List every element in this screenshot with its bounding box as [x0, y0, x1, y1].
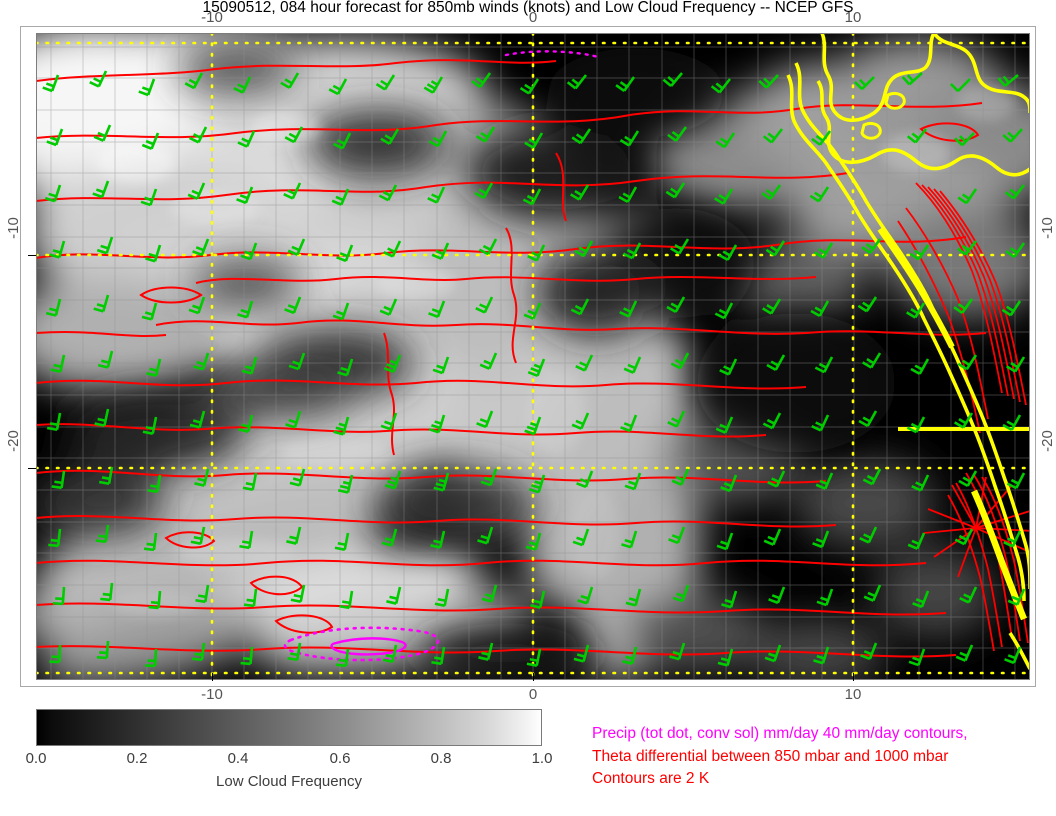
page-title: 15090512, 084 hour forecast for 850mb wi…	[202, 0, 854, 16]
dotted-gridlines	[36, 33, 1030, 680]
precip-total-dotted-contour	[283, 626, 440, 662]
clear-sky-slots	[36, 46, 896, 680]
y-tick-left-minus20: -20	[5, 430, 22, 452]
precip-convective-solid-contour	[330, 637, 407, 656]
legend-theta-line-1: Theta differential between 850 mbar and …	[592, 747, 949, 765]
theta-differential-contours	[36, 59, 987, 658]
x-tick-top-10: 10	[844, 9, 862, 26]
y-tick-right-minus10: -10	[1039, 217, 1056, 239]
colorbar	[36, 709, 542, 746]
legend-theta-line-2: Contours are 2 K	[592, 770, 710, 787]
colorbar-tick-2: 0.4	[227, 750, 249, 767]
x-tickmark-10	[853, 673, 854, 681]
y-tickmark-minus10	[28, 255, 36, 256]
colorbar-tick-4: 0.8	[430, 750, 452, 767]
x-tick-top-minus10: -10	[201, 9, 223, 26]
x-tick-top-0: 0	[528, 9, 538, 26]
y-tick-left-minus10: -10	[5, 217, 22, 239]
legend-precip-line: Precip (tot dot, conv sol) mm/day 40 mm/…	[592, 725, 968, 742]
x-tickmark-minus10	[212, 673, 213, 681]
colorbar-tick-3: 0.6	[329, 750, 351, 767]
colorbar-gradient	[36, 709, 542, 746]
precip-total-dotted-contour-north	[504, 50, 600, 59]
x-tickmark-0	[533, 673, 534, 681]
x-tick-bottom-10: 10	[844, 686, 862, 703]
map-canvas	[36, 33, 1030, 680]
map-plot-area[interactable]	[36, 33, 1030, 680]
colorbar-tick-1: 0.2	[126, 750, 148, 767]
x-tick-bottom-minus10: -10	[201, 686, 223, 703]
precip-contours	[283, 50, 600, 662]
colorbar-tick-5: 1.0	[531, 750, 553, 767]
colorbar-tick-0: 0.0	[25, 750, 47, 767]
y-tickmark-minus20	[28, 468, 36, 469]
legend-block: Precip (tot dot, conv sol) mm/day 40 mm/…	[592, 723, 1052, 791]
colorbar-label: Low Cloud Frequency	[216, 773, 362, 790]
andes-theta-gradient-contours	[897, 182, 1030, 652]
y-tick-right-minus20: -20	[1039, 430, 1056, 452]
coastline	[786, 33, 1030, 670]
x-tick-bottom-0: 0	[528, 686, 538, 703]
